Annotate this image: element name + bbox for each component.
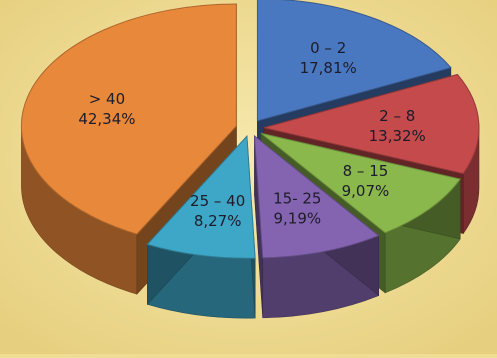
slice-15-25 <box>253 134 380 259</box>
slice-label-25-40: 25 – 40 <box>190 192 245 210</box>
slice-tops <box>20 0 480 259</box>
slice-label-15-25: 15- 25 <box>273 190 321 208</box>
slice-25-40 <box>146 134 256 259</box>
slice-labels: 0 – 2 17,81% 2 – 8 13,32% 8 – 15 9,07% 15- 25 9… <box>78 39 425 230</box>
slice-label-40: > 40 <box>89 90 125 108</box>
slice-label-2-8: 2 – 8 <box>379 107 415 125</box>
slice-label-8-15: 8 – 15 <box>343 162 389 180</box>
slice-value-0-2: 17,81% <box>300 59 357 77</box>
slice-40 <box>20 3 237 235</box>
slice-label-0-2: 0 – 2 <box>310 39 346 57</box>
slice-8-15 <box>260 132 462 234</box>
slice-value-40: 42,34% <box>78 110 135 128</box>
slice-value-15-25: 9,19% <box>273 210 321 228</box>
slice-value-8-15: 9,07% <box>342 182 390 200</box>
slice-2-8 <box>263 73 480 175</box>
slice-0-2 <box>256 0 452 122</box>
slice-value-25-40: 8,27% <box>194 212 242 230</box>
slice-value-2-8: 13,32% <box>369 127 426 145</box>
